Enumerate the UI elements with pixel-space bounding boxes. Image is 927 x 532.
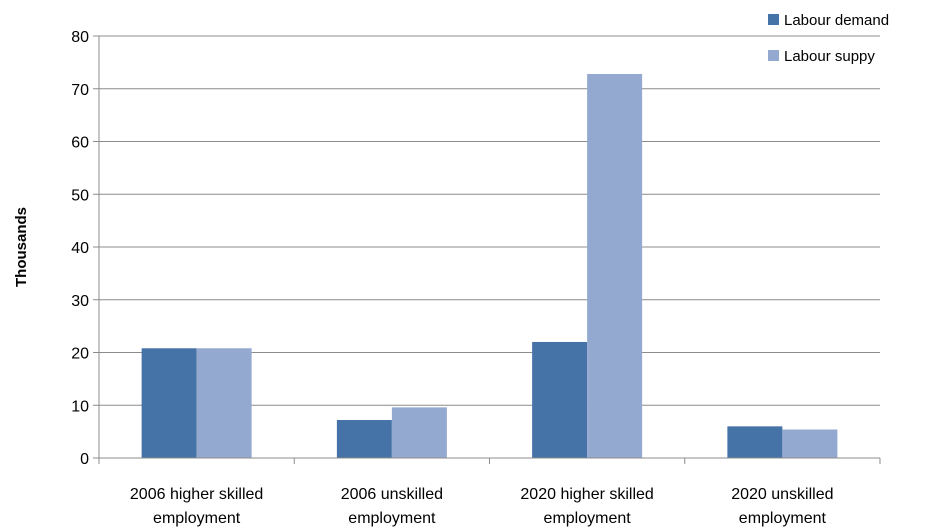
y-tick-label: 0 [80, 451, 89, 468]
y-tick-label: 20 [71, 346, 89, 363]
bar-labour-suppy-1 [391, 407, 447, 458]
legend-label-0: Labour demand [784, 12, 889, 29]
bar-labour-suppy-0 [196, 348, 252, 458]
x-category-label: employment [153, 510, 241, 527]
bar-labour-demand-3 [727, 426, 783, 458]
y-tick-label: 10 [71, 398, 89, 415]
bar-labour-demand-2 [532, 341, 588, 458]
y-tick-label: 30 [71, 293, 89, 310]
bar-labour-suppy-3 [782, 429, 838, 458]
y-tick-label: 60 [71, 135, 89, 152]
legend-label-1: Labour suppy [784, 48, 875, 65]
y-axis-ticks: 0 10 20 30 40 50 60 70 80 [71, 29, 99, 468]
x-category-label: employment [348, 510, 436, 527]
x-category-label: 2006 unskilled [341, 486, 443, 503]
y-tick-label: 40 [71, 240, 89, 257]
y-tick-label: 70 [71, 82, 89, 99]
legend-swatch-0 [768, 14, 779, 25]
x-axis-categories: 2006 higher skilled employment 2006 unskil… [98, 458, 881, 527]
x-category-label: 2020 higher skilled [520, 486, 653, 503]
y-tick-label: 80 [71, 29, 89, 46]
bar-labour-suppy-2 [587, 73, 643, 458]
bars [141, 73, 838, 458]
x-category-label: 2020 unskilled [731, 486, 833, 503]
y-axis-label: Thousands [13, 207, 30, 287]
y-tick-label: 50 [71, 187, 89, 204]
legend-swatch-1 [768, 50, 779, 61]
x-category-label: employment [544, 510, 632, 527]
legend: Labour demand Labour suppy [768, 12, 889, 65]
x-category-label: 2006 higher skilled [130, 486, 263, 503]
bar-labour-demand-1 [336, 420, 392, 458]
x-category-label: employment [739, 510, 827, 527]
bar-labour-demand-0 [141, 348, 197, 458]
